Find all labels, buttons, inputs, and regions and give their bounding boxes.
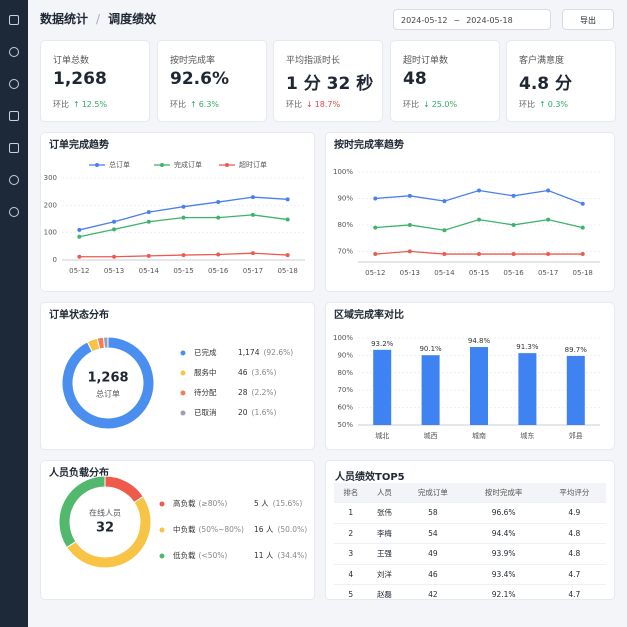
- table-row: 2 李梅 54 94.4% 4.8: [334, 522, 606, 544]
- compare-label: 环比: [53, 100, 69, 109]
- trend-arrow: ↑: [190, 100, 197, 109]
- kpi-value: 48: [403, 69, 427, 89]
- compare-label: 环比: [403, 100, 419, 109]
- cell: 赵磊: [367, 584, 402, 605]
- kpi-compare: 环比 ↓ 25.0%: [403, 99, 457, 110]
- export-button[interactable]: 导出: [562, 9, 614, 30]
- kpi-label: 平均指派时长: [286, 56, 341, 66]
- date-start: 2024-05-12: [401, 16, 448, 25]
- trend-change: 0.3%: [547, 100, 569, 109]
- compare-label: 环比: [286, 100, 302, 109]
- kpi-compare: 环比 ↑ 0.3%: [519, 99, 568, 110]
- trend-change: 25.0%: [431, 100, 458, 109]
- column-header: 平均评分: [542, 483, 606, 503]
- trend-arrow: ↓: [423, 100, 430, 109]
- table-panel: 人员绩效TOP5 排名 人员 完成订单 按时完成率 平均评分 1 张伟 58 96.6% 4.9 2…: [325, 460, 615, 605]
- export-label: 导出: [580, 16, 596, 25]
- trend-arrow: ↑: [73, 100, 80, 109]
- kpi-value: 1 分 32 秒: [286, 74, 374, 94]
- panel: [40, 302, 315, 450]
- nav-icon[interactable]: [9, 175, 19, 185]
- trend-change: 6.3%: [198, 100, 220, 109]
- compare-label: 环比: [519, 100, 535, 109]
- crumb[interactable]: 数据统计: [40, 12, 89, 26]
- panel: [40, 132, 315, 292]
- table: 排名 人员 完成订单 按时完成率 平均评分 1 张伟 58 96.6% 4.9 2 李梅 54 94.4%…: [334, 483, 606, 605]
- crumb-sep: /: [96, 12, 101, 26]
- cell: 42: [401, 584, 465, 605]
- cell: 李梅: [367, 522, 402, 544]
- cell: 96.6%: [464, 502, 543, 523]
- nav-icon[interactable]: [9, 79, 19, 89]
- kpi-compare: 环比 ↑ 12.5%: [53, 99, 107, 110]
- date-range[interactable]: 2024-05-12 ~2024-05-18: [393, 9, 551, 30]
- nav-icon[interactable]: [9, 15, 19, 25]
- kpi-card: 超时订单数 48 环比 ↓ 25.0%: [390, 40, 500, 122]
- nav-icon[interactable]: [9, 47, 19, 57]
- breadcrumb: 数据统计 / 调度绩效: [40, 10, 156, 27]
- cell: 刘洋: [367, 563, 402, 585]
- nav-icon[interactable]: [9, 111, 19, 121]
- panel: [325, 132, 615, 292]
- date-end: 2024-05-18: [466, 16, 513, 25]
- kpi-card: 按时完成率 92.6% 环比 ↑ 6.3%: [157, 40, 267, 122]
- kpi-value: 92.6%: [170, 69, 229, 89]
- header-row: 排名 人员 完成订单 按时完成率 平均评分: [334, 483, 606, 503]
- cell: 4.7: [542, 563, 606, 585]
- cell: 46: [401, 563, 465, 585]
- nav-icon[interactable]: [9, 207, 19, 217]
- kpi-label: 订单总数: [53, 56, 90, 66]
- kpi-compare: 环比 ↓ 18.7%: [286, 99, 340, 110]
- kpi-value: 1,268: [53, 69, 107, 89]
- trend-arrow: ↑: [539, 100, 546, 109]
- kpi-card: 订单总数 1,268 环比 ↑ 12.5%: [40, 40, 150, 122]
- cell: 4.8: [542, 543, 606, 564]
- table-row: 4 刘洋 46 93.4% 4.7: [334, 563, 606, 585]
- column-header: 完成订单: [401, 483, 465, 503]
- cell: 3: [334, 543, 368, 564]
- column-header: 排名: [334, 483, 368, 503]
- cell: 1: [334, 502, 368, 523]
- cell: 49: [401, 543, 465, 564]
- table-title: 人员绩效TOP5: [335, 472, 405, 483]
- cell: 92.1%: [464, 584, 543, 605]
- kpi-label: 按时完成率: [170, 56, 216, 66]
- nav-icon[interactable]: [9, 143, 19, 153]
- cell: 张伟: [367, 502, 402, 523]
- cell: 2: [334, 522, 368, 544]
- cell: 93.4%: [464, 563, 543, 585]
- cell: 94.4%: [464, 522, 543, 544]
- cell: 54: [401, 522, 465, 544]
- cell: 王强: [367, 543, 402, 564]
- sidebar: [0, 0, 28, 627]
- kpi-label: 超时订单数: [403, 56, 449, 66]
- panel: [40, 460, 315, 600]
- cell: 4: [334, 563, 368, 585]
- kpi-card: 客户满意度 4.8 分环比 ↑ 0.3%: [506, 40, 616, 122]
- compare-label: 环比: [170, 100, 186, 109]
- trend-change: 18.7%: [314, 100, 341, 109]
- cell: 4.9: [542, 502, 606, 523]
- crumb: 调度绩效: [108, 12, 157, 26]
- kpi-value: 4.8 分: [519, 74, 573, 94]
- cell: 5: [334, 584, 368, 605]
- kpi-label: 客户满意度: [519, 56, 565, 66]
- panel: [325, 302, 615, 450]
- table-row: 5 赵磊 42 92.1% 4.7: [334, 584, 606, 605]
- cell: 58: [401, 502, 465, 523]
- table-row: 3 王强 49 93.9% 4.8: [334, 543, 606, 564]
- trend-change: 12.5%: [81, 100, 108, 109]
- column-header: 按时完成率: [464, 483, 543, 503]
- cell: 4.8: [542, 522, 606, 544]
- column-header: 人员: [367, 483, 402, 503]
- cell: 93.9%: [464, 543, 543, 564]
- table-row: 1 张伟 58 96.6% 4.9: [334, 502, 606, 523]
- kpi-card: 平均指派时长 1 分 32 秒环比 ↓ 18.7%: [273, 40, 383, 122]
- kpi-compare: 环比 ↑ 6.3%: [170, 99, 219, 110]
- cell: 4.7: [542, 584, 606, 605]
- date-sep: ~: [453, 16, 461, 25]
- trend-arrow: ↓: [306, 100, 313, 109]
